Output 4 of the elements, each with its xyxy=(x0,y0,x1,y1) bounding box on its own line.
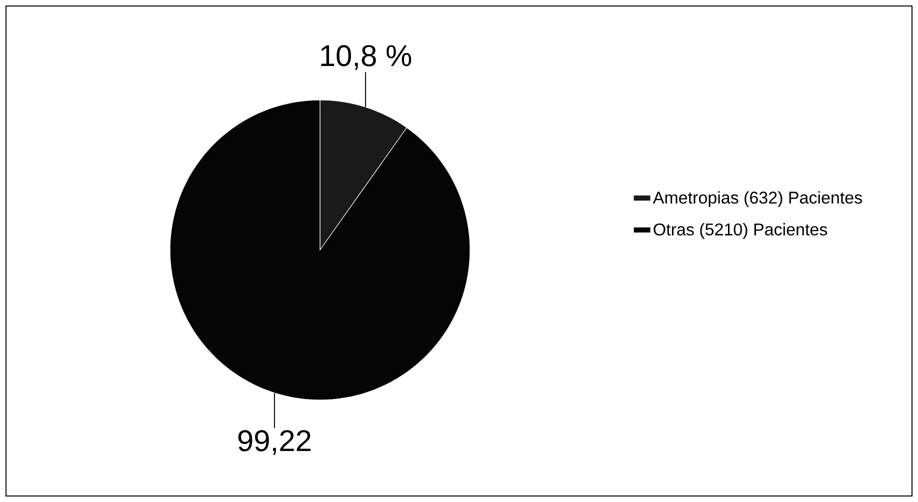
data-label: 10,8 % xyxy=(321,45,412,70)
legend-label: Otras (5210) Pacientes xyxy=(654,223,828,239)
data-label: 99,22 xyxy=(238,430,311,455)
legend-label: Ametropias (632) Pacientes xyxy=(652,191,862,208)
